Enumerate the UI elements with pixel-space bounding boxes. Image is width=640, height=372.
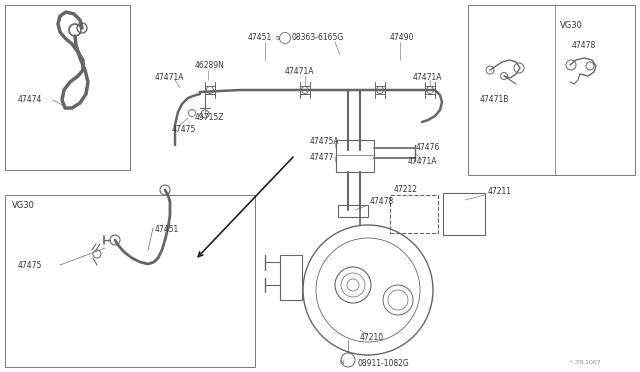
Bar [338, 205, 368, 217]
Bar [5, 5, 130, 170]
Text: N: N [340, 359, 344, 365]
Text: S: S [276, 35, 280, 41]
Text: 47471A: 47471A [285, 67, 314, 77]
Text: 47212: 47212 [394, 186, 418, 195]
Text: 47476: 47476 [416, 144, 440, 153]
Text: 47211: 47211 [488, 187, 512, 196]
Bar [443, 193, 485, 235]
Text: 47471A: 47471A [413, 74, 442, 83]
Text: 47475: 47475 [172, 125, 196, 135]
Text: 08363-6165G: 08363-6165G [292, 33, 344, 42]
Bar [390, 195, 438, 233]
Text: 46289N: 46289N [195, 61, 225, 70]
Text: 47471A: 47471A [155, 74, 184, 83]
Text: 47478: 47478 [370, 198, 394, 206]
Bar [5, 195, 255, 367]
Bar [280, 255, 302, 300]
Bar [336, 140, 374, 172]
Text: VG30: VG30 [12, 201, 35, 209]
Text: 47471B: 47471B [480, 96, 509, 105]
Text: 47210: 47210 [360, 334, 384, 343]
Text: 47477: 47477 [310, 154, 334, 163]
Text: 47490: 47490 [390, 33, 414, 42]
Text: 47474: 47474 [18, 96, 42, 105]
Text: 47475A: 47475A [310, 138, 340, 147]
Text: 47471A: 47471A [408, 157, 438, 167]
Text: 08911-1082G: 08911-1082G [357, 359, 409, 368]
Text: ^.70.1007: ^.70.1007 [568, 359, 601, 365]
Text: 47478: 47478 [572, 41, 596, 49]
Bar [468, 5, 635, 175]
Text: 49715Z: 49715Z [195, 113, 225, 122]
Text: VG30: VG30 [560, 20, 583, 29]
Text: 47475: 47475 [18, 260, 42, 269]
Text: 47451: 47451 [155, 225, 179, 234]
Text: 47451: 47451 [248, 33, 272, 42]
